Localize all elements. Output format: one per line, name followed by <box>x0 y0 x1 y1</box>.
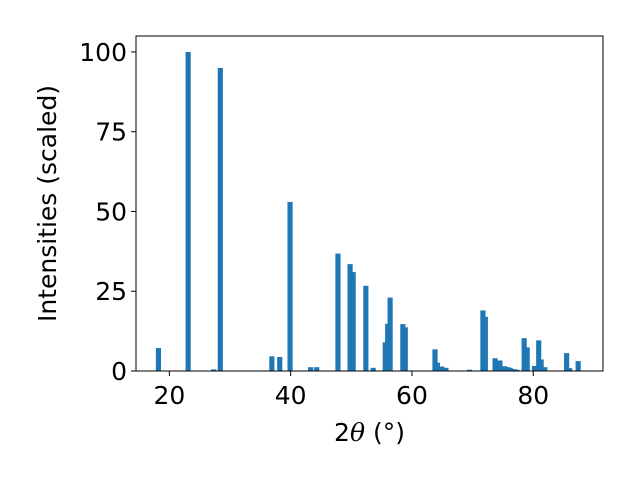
bar <box>211 369 217 371</box>
bar <box>524 347 530 371</box>
x-axis-ticks: 20 40 60 80 <box>153 371 549 410</box>
bar <box>350 272 356 371</box>
bar <box>347 264 353 371</box>
bar <box>567 368 573 371</box>
bar <box>185 51 191 371</box>
bars-group <box>155 51 581 372</box>
bar <box>439 366 445 371</box>
bar <box>492 358 498 371</box>
bar <box>542 367 548 371</box>
y-tick-label: 50 <box>95 197 127 226</box>
x-tick-label: 60 <box>396 381 428 410</box>
bar <box>564 353 570 371</box>
bar <box>443 367 449 371</box>
bar <box>402 327 408 371</box>
x-tick-label: 80 <box>517 381 549 410</box>
bar <box>314 367 320 371</box>
bar <box>335 253 341 371</box>
bar <box>575 361 581 371</box>
y-tick-label: 100 <box>79 38 127 67</box>
bar <box>387 297 393 371</box>
bar <box>434 362 441 371</box>
plot-frame <box>135 35 604 372</box>
bar <box>511 369 517 371</box>
x-axis-label: 2θ (°) <box>334 418 405 447</box>
bar <box>269 356 275 371</box>
bar <box>514 369 520 371</box>
bar <box>521 338 527 371</box>
bar <box>217 67 223 372</box>
bar <box>277 356 283 371</box>
bar <box>507 367 513 371</box>
y-axis-ticks: 0 25 50 75 100 <box>79 38 136 386</box>
bar <box>502 366 508 371</box>
bar <box>432 349 438 371</box>
x-tick-label: 40 <box>275 381 307 410</box>
bar <box>482 316 488 371</box>
y-tick-label: 25 <box>95 277 127 306</box>
bar <box>308 367 314 371</box>
y-axis-label: Intensities (scaled) <box>33 85 62 322</box>
bar <box>497 360 503 371</box>
bar <box>370 367 376 371</box>
bar <box>536 340 542 371</box>
bar <box>531 365 538 371</box>
bar <box>287 201 293 371</box>
bar <box>538 359 544 371</box>
y-tick-label: 75 <box>95 118 127 147</box>
y-tick-label: 0 <box>111 357 127 386</box>
bar <box>155 348 162 371</box>
bar <box>466 369 473 371</box>
x-tick-label: 20 <box>153 381 185 410</box>
bar <box>363 285 369 371</box>
